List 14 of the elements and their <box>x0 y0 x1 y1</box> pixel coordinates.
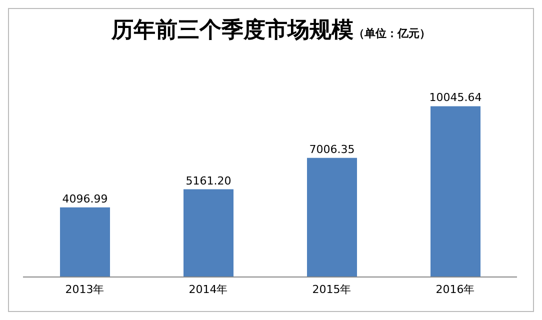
x-tick-label: 2015年 <box>312 282 352 296</box>
data-label: 5161.20 <box>186 174 232 188</box>
chart-title: 历年前三个季度市场规模 <box>112 17 354 43</box>
data-label: 10045.64 <box>429 91 482 104</box>
x-tick-label: 2014年 <box>188 282 228 296</box>
bar <box>60 207 110 277</box>
data-label: 4096.99 <box>62 192 108 206</box>
chart-subtitle: （单位：亿元） <box>354 27 430 40</box>
x-tick-label: 2013年 <box>65 282 104 296</box>
bar <box>307 158 357 277</box>
x-tick-label: 2016年 <box>436 282 475 296</box>
bar <box>430 106 480 277</box>
data-label: 7006.35 <box>309 142 355 156</box>
bar <box>184 189 234 277</box>
